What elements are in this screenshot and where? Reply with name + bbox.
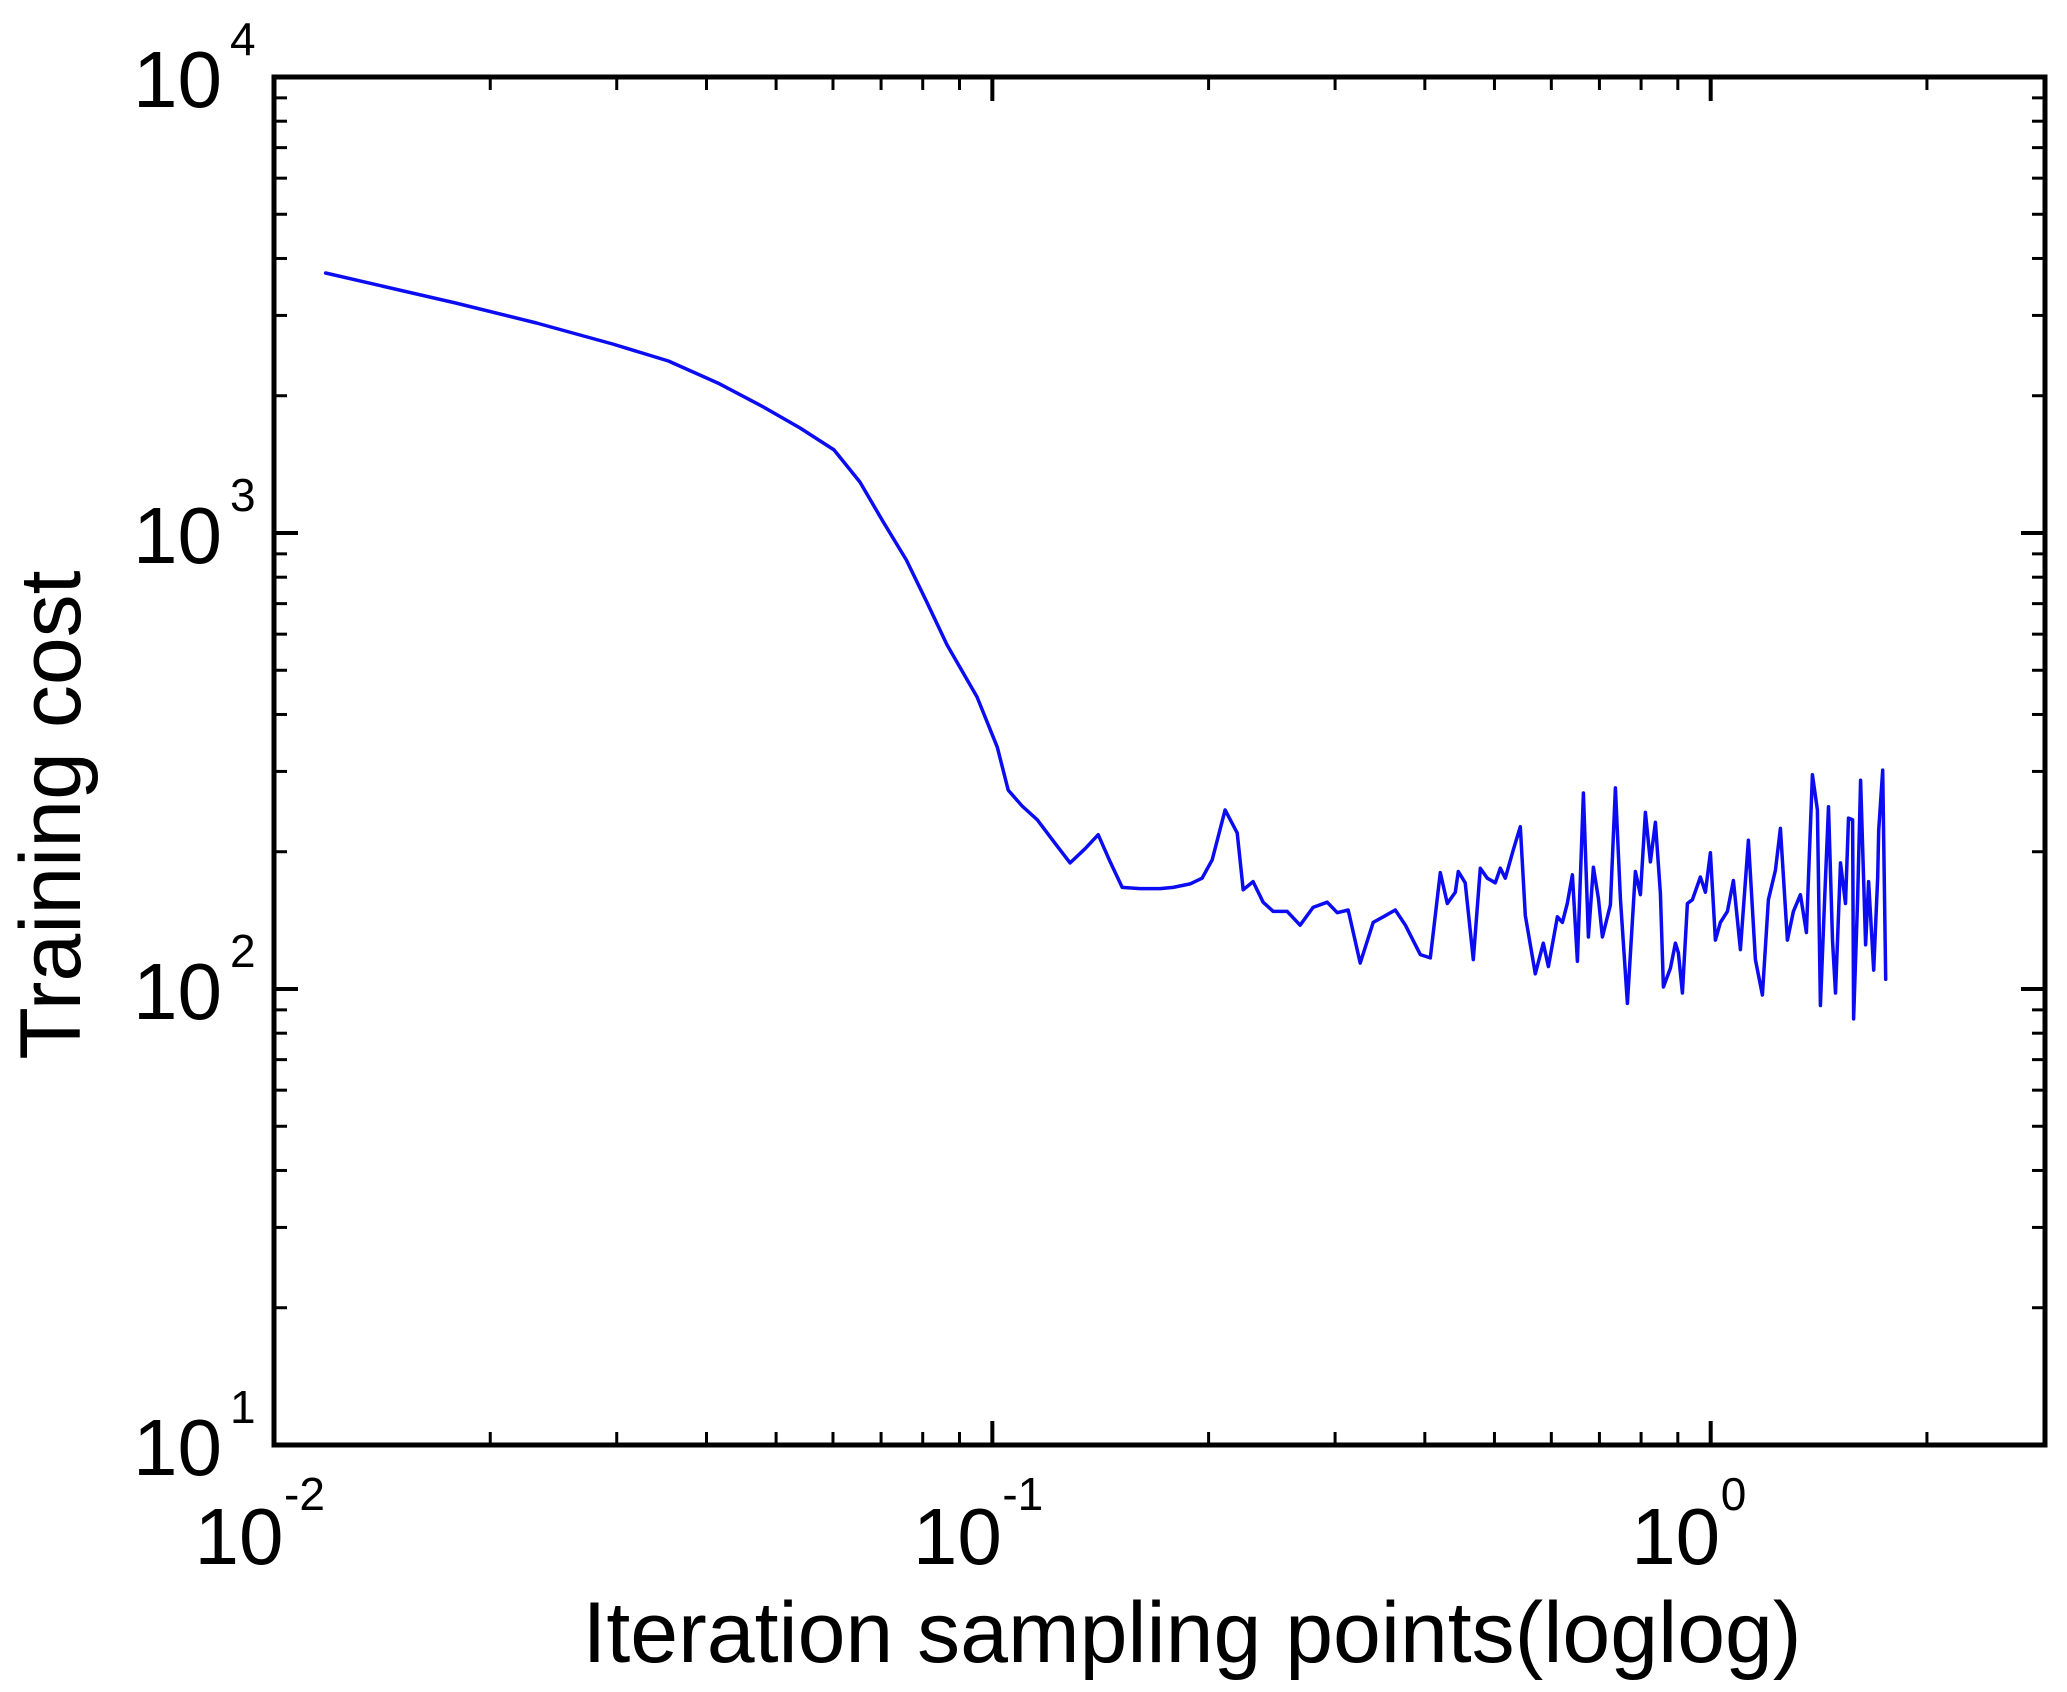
axes-layer xyxy=(271,74,2048,1448)
y-tick-label: 10 xyxy=(133,1403,222,1492)
x-tick-label: 10 xyxy=(913,1492,1002,1581)
y-tick-label: 10 xyxy=(133,491,222,580)
y-tick-label: 10 xyxy=(133,947,222,1036)
y-axis-label: Training cost xyxy=(3,570,99,1059)
label-layer: Iteration sampling points(loglog) Traini… xyxy=(3,13,1802,1681)
x-tick-exponent: -1 xyxy=(1002,1468,1043,1520)
y-tick-exponent: 3 xyxy=(230,469,256,521)
y-tick-exponent: 2 xyxy=(230,925,256,977)
y-tick-exponent: 4 xyxy=(230,13,256,65)
training-cost-line xyxy=(323,271,1888,1021)
x-tick-exponent: -2 xyxy=(284,1468,325,1520)
data-layer xyxy=(323,271,1888,1021)
plot-border xyxy=(271,74,2048,1448)
x-axis-label: Iteration sampling points(loglog) xyxy=(583,1585,1802,1681)
x-tick-exponent: 0 xyxy=(1721,1468,1747,1520)
y-tick-label: 10 xyxy=(133,35,222,124)
y-tick-exponent: 1 xyxy=(230,1381,256,1433)
x-tick-label: 10 xyxy=(1631,1492,1720,1581)
x-tick-label: 10 xyxy=(195,1492,284,1581)
